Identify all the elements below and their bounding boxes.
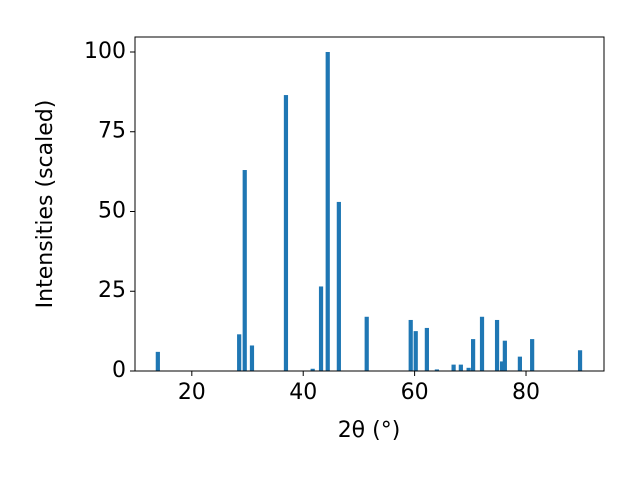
bar [479, 316, 485, 371]
bar [310, 368, 315, 371]
bar [242, 170, 247, 371]
x-tick-label: 20 [178, 380, 206, 405]
y-tick-label: 50 [98, 198, 126, 223]
bar [364, 316, 369, 371]
plot-frame [134, 36, 605, 372]
bar [434, 369, 439, 371]
bar [325, 51, 330, 371]
y-tick-label: 100 [84, 39, 126, 64]
bar [530, 339, 535, 371]
bar [413, 331, 418, 371]
y-tick-label: 25 [98, 278, 126, 303]
bar [451, 364, 456, 371]
bar [424, 327, 429, 371]
bar [502, 340, 507, 371]
bar [458, 364, 463, 371]
x-tick-label: 40 [289, 380, 317, 405]
bar [237, 334, 242, 371]
x-axis-label: 2θ (°) [338, 418, 401, 443]
bar [155, 351, 160, 371]
bar [318, 286, 324, 371]
bar [577, 350, 583, 371]
bar [283, 95, 289, 372]
bar [336, 201, 341, 371]
y-tick-label: 0 [112, 358, 126, 383]
bar [517, 356, 522, 371]
bar [249, 345, 255, 371]
bar [499, 361, 505, 371]
bar [471, 339, 476, 371]
bar [466, 367, 471, 371]
bar [408, 319, 413, 371]
y-tick-label: 75 [98, 119, 126, 144]
x-tick-label: 80 [512, 380, 540, 405]
x-tick-label: 60 [401, 380, 429, 405]
y-axis-label: Intensities (scaled) [33, 100, 58, 309]
bar [494, 319, 500, 371]
